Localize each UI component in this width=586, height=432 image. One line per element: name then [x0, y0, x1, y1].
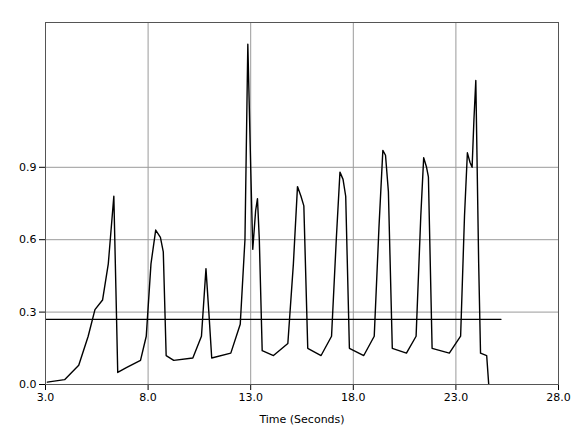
svg-text:0.0: 0.0: [19, 378, 37, 391]
svg-text:18.0: 18.0: [341, 391, 366, 404]
svg-text:3.0: 3.0: [37, 391, 55, 404]
svg-text:0.9: 0.9: [19, 161, 37, 174]
svg-text:8.0: 8.0: [139, 391, 157, 404]
svg-text:23.0: 23.0: [444, 391, 469, 404]
svg-text:13.0: 13.0: [238, 391, 263, 404]
svg-text:0.3: 0.3: [19, 306, 37, 319]
svg-text:28.0: 28.0: [546, 391, 571, 404]
svg-text:Time (Seconds): Time (Seconds): [258, 413, 344, 426]
svg-text:0.6: 0.6: [19, 233, 37, 246]
